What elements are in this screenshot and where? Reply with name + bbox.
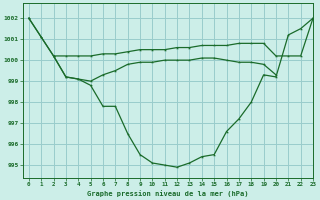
X-axis label: Graphe pression niveau de la mer (hPa): Graphe pression niveau de la mer (hPa) [87,190,249,197]
